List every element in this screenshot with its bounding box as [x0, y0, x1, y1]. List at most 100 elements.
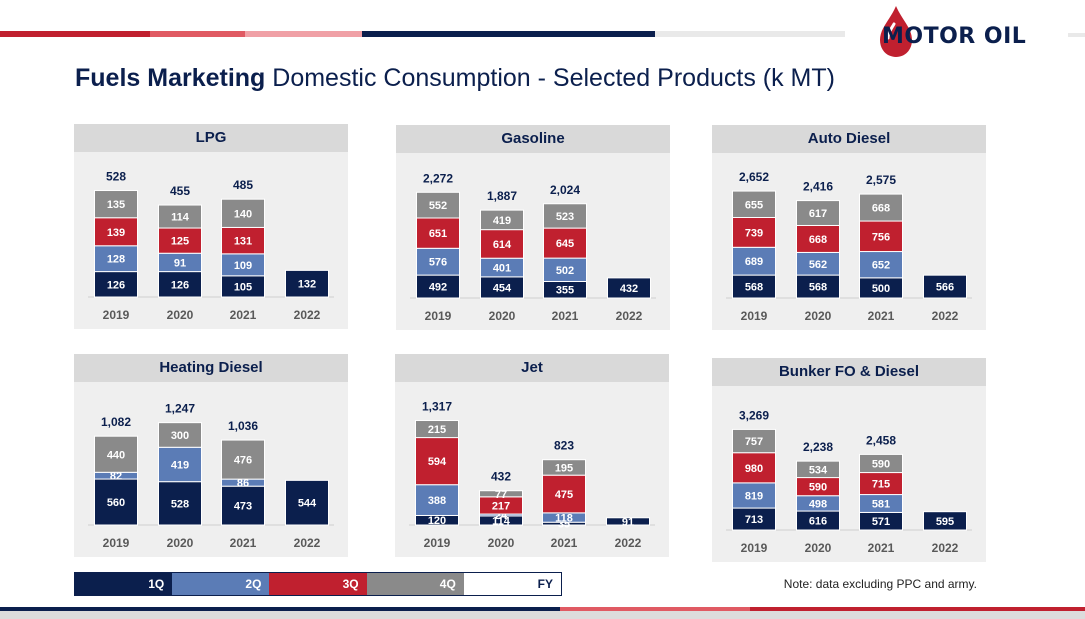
total-label: 2,458: [866, 433, 896, 447]
x-tick-label: 2020: [805, 541, 832, 555]
jet-chart: 1203885942151,31720191142421777432202035…: [409, 400, 655, 550]
x-tick-label: 2022: [615, 536, 642, 550]
data-label: 475: [555, 489, 573, 501]
x-tick-label: 2019: [425, 309, 452, 323]
chart-panel-auto-diesel: Auto Diesel 568 689 739 655 2,652 2019 568 562 6…: [712, 125, 986, 330]
bar-segment: [94, 271, 138, 298]
total-label: 432: [491, 470, 511, 484]
x-tick-label: 2021: [552, 309, 579, 323]
data-label: 126: [107, 279, 125, 291]
total-label: 528: [106, 170, 126, 184]
footnote: Note: data excluding PPC and army.: [783, 577, 977, 591]
x-tick-label: 2020: [489, 309, 516, 323]
total-label: 485: [233, 178, 253, 192]
total-label: 1,317: [422, 400, 452, 414]
data-label: 120: [428, 515, 446, 527]
total-label: 2,024: [550, 183, 580, 197]
chart-legend: 1Q 2Q 3Q 4Q FY: [74, 572, 562, 596]
data-label: 552: [429, 200, 447, 212]
data-label: 432: [620, 283, 638, 295]
total-label: 2,238: [803, 440, 833, 454]
data-label: 77: [495, 489, 507, 501]
bar-segment: [732, 190, 776, 218]
data-label: 980: [745, 463, 763, 475]
bar-segment: [221, 439, 265, 480]
data-label: 568: [809, 282, 827, 294]
x-tick-label: 2021: [230, 536, 257, 550]
bottom-accent-bar: [0, 607, 1085, 611]
total-label: 2,652: [739, 170, 769, 184]
chart-title: LPG: [74, 124, 348, 152]
data-label: 523: [556, 211, 574, 223]
top-accent-bar-right: [1068, 33, 1085, 37]
bar-segment: [285, 479, 329, 526]
data-label: 528: [171, 498, 189, 510]
data-label: 105: [234, 281, 252, 293]
gasoline-chart: 492 576 651 552 2,272 2019 454 401 614 419 1,887 20…: [410, 171, 656, 323]
bar-segment: [158, 446, 202, 483]
x-tick-label: 2020: [488, 536, 515, 550]
logo-text: MOTOR OIL: [882, 24, 1027, 49]
total-label: 2,575: [866, 173, 896, 187]
bar-segment: [221, 198, 265, 228]
data-label: 476: [234, 455, 252, 467]
data-label: 82: [110, 471, 122, 483]
x-tick-label: 2022: [932, 541, 959, 555]
x-tick-label: 2022: [932, 309, 959, 323]
bar-segment: [732, 428, 776, 454]
bar-segment: [542, 459, 586, 476]
data-label: 576: [429, 257, 447, 269]
data-label: 473: [234, 501, 252, 513]
data-label: 86: [237, 478, 249, 490]
data-label: 594: [428, 456, 447, 468]
bunker-chart: 713 819 980 757 3,269 2019 616 498 590 534 2,238 20…: [726, 408, 972, 555]
data-label: 215: [428, 424, 446, 436]
data-label: 91: [174, 257, 186, 269]
bar-segment: [479, 490, 523, 498]
total-label: 2,416: [803, 180, 833, 194]
bar-segment: [158, 227, 202, 254]
x-tick-label: 2022: [616, 309, 643, 323]
bar-segment: [796, 224, 840, 253]
bar-segment: [416, 217, 460, 249]
data-label: 668: [809, 234, 827, 246]
total-label: 2,272: [423, 171, 453, 185]
auto-diesel-chart: 568 689 739 655 2,652 2019 568 562 668 617 2,416 20…: [726, 170, 972, 323]
data-label: 616: [809, 516, 827, 528]
data-label: 114: [492, 515, 511, 527]
x-tick-label: 2019: [103, 536, 130, 550]
chart-title: Bunker FO & Diesel: [712, 358, 986, 386]
total-label: 823: [554, 439, 574, 453]
bar-segment: [732, 452, 776, 484]
chart-panel-gasoline: Gasoline 492 576 651 552 2,272 2019 454 401 614 4…: [396, 125, 670, 330]
data-label: 126: [171, 279, 189, 291]
data-label: 132: [298, 279, 316, 291]
x-tick-label: 2019: [741, 309, 768, 323]
total-label: 455: [170, 184, 190, 198]
total-label: 1,036: [228, 419, 258, 433]
data-label: 388: [428, 495, 446, 507]
chart-title: Gasoline: [396, 125, 670, 153]
data-label: 498: [809, 498, 827, 510]
data-label: 614: [493, 239, 512, 251]
x-tick-label: 2019: [424, 536, 451, 550]
chart-panel-lpg: LPG 126 128 139 135 528 2019 126 91 125 114 455 202…: [74, 124, 348, 329]
data-label: 140: [234, 208, 252, 220]
data-label: 139: [107, 227, 125, 239]
lpg-chart: 126 128 139 135 528 2019 126 91 125 114 455 2020 105…: [88, 170, 334, 322]
x-tick-label: 2021: [868, 309, 895, 323]
bar-segment: [923, 511, 967, 531]
data-label: 355: [556, 285, 574, 297]
data-label: 502: [556, 265, 574, 277]
x-tick-label: 2021: [230, 308, 257, 322]
bar-segment: [796, 460, 840, 479]
bar-segment: [415, 420, 459, 439]
data-label: 651: [429, 228, 447, 240]
data-label: 440: [107, 449, 125, 461]
bar-segment: [859, 220, 903, 253]
legend-q2: 2Q: [172, 573, 270, 595]
data-label: 595: [936, 516, 954, 528]
data-label: 544: [298, 498, 317, 510]
bar-segment: [416, 191, 460, 219]
data-label: 757: [745, 436, 763, 448]
